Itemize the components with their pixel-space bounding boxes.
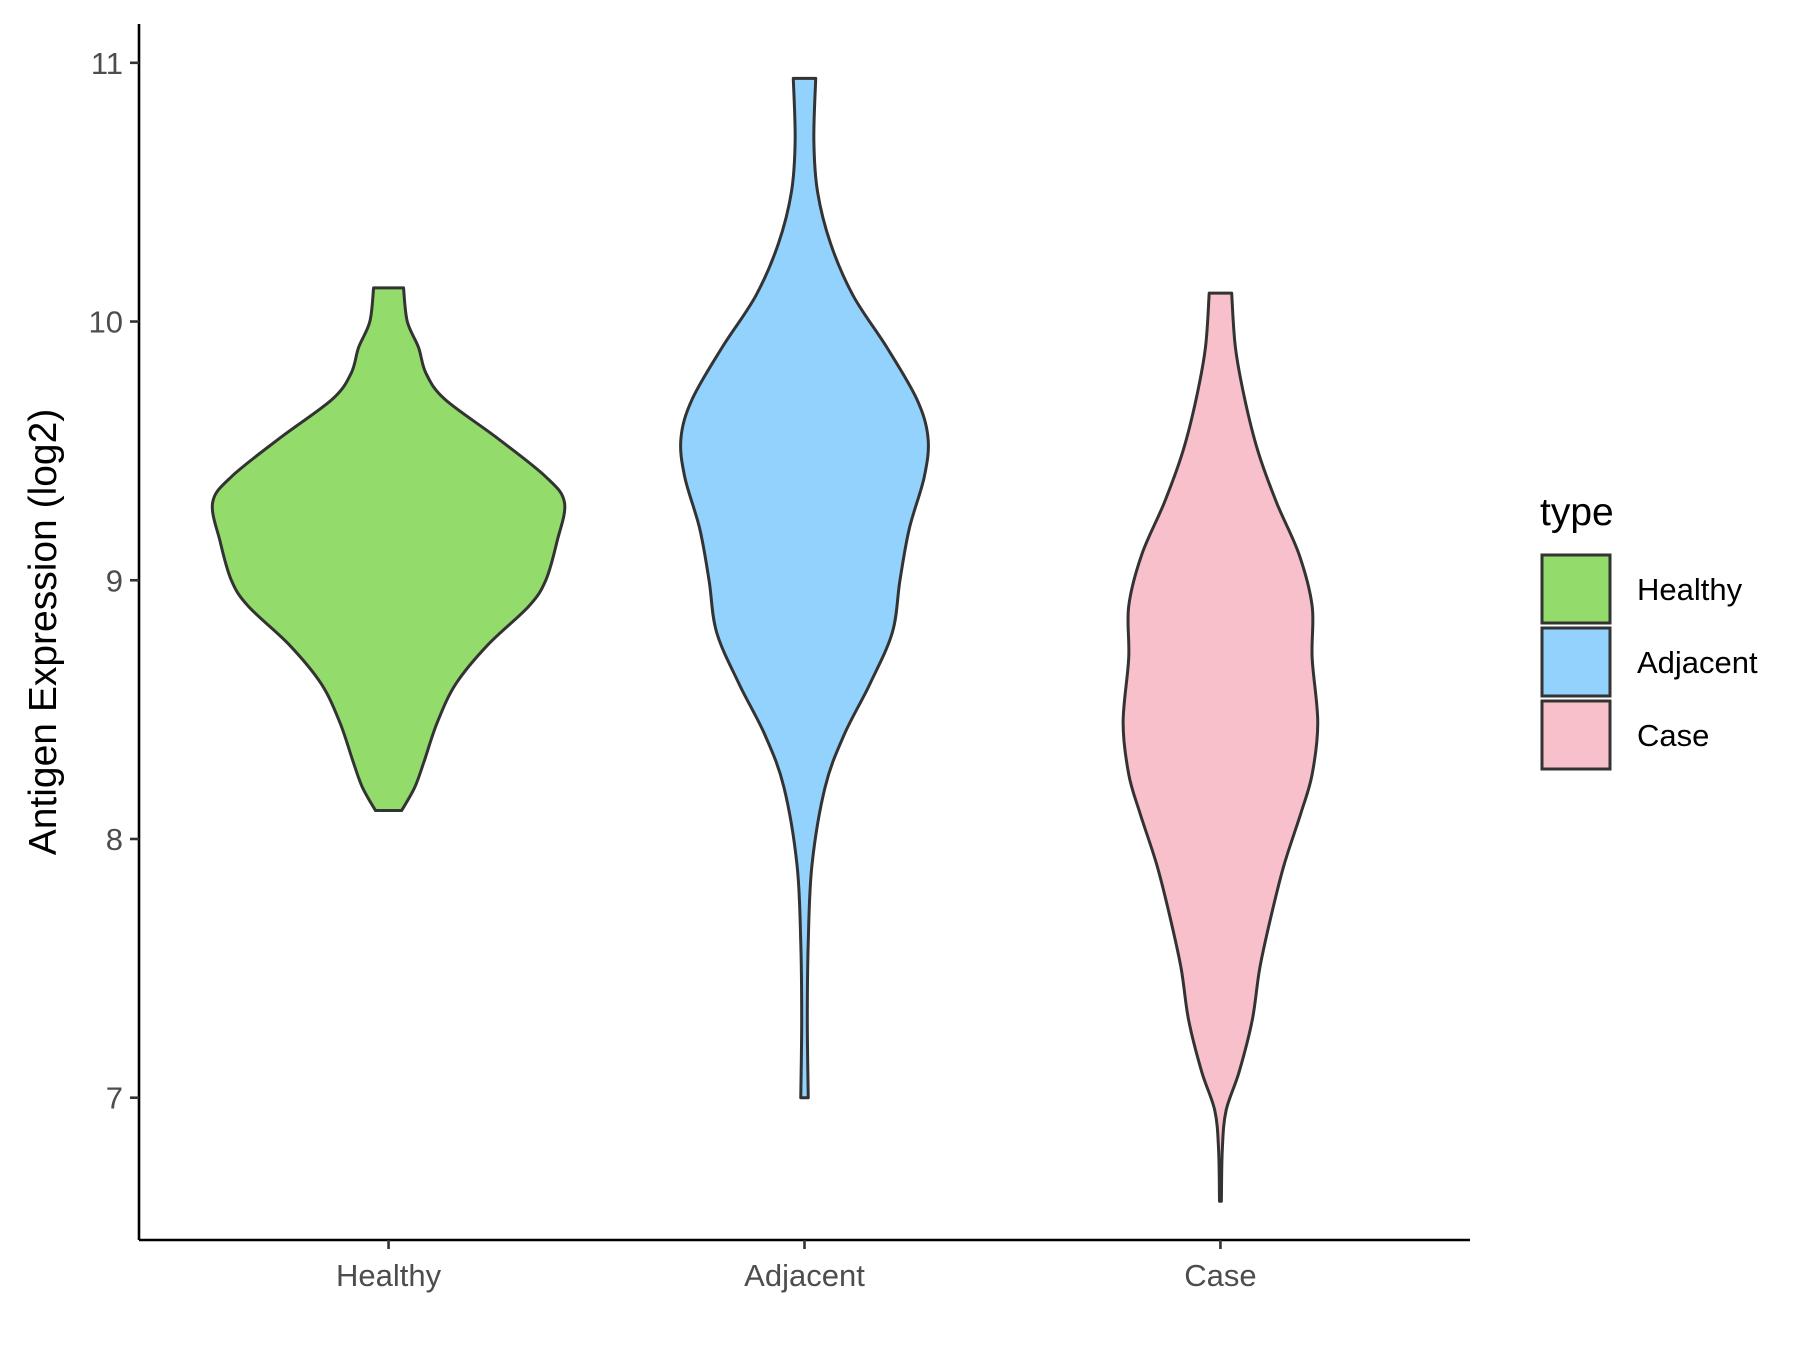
x-tick-label: Healthy (336, 1258, 442, 1293)
violin-adjacent (679, 76, 930, 1100)
legend-title: type (1540, 491, 1614, 534)
y-tick-label: 8 (106, 822, 123, 857)
y-tick-label: 11 (91, 46, 123, 81)
y-tick-label: 10 (89, 305, 123, 340)
x-tick-label: Case (1184, 1258, 1256, 1293)
legend-swatch-case (1540, 699, 1612, 771)
violin-group (210, 76, 1320, 1203)
legend-swatch-healthy (1540, 553, 1612, 625)
legend-entries: Healthy Adjacent Case (1540, 553, 1758, 771)
y-tick-label: 7 (106, 1081, 123, 1116)
y-axis-title: Antigen Expression (log2) (22, 409, 65, 856)
legend: type Healthy Adjacent Case (1540, 491, 1758, 771)
legend-label-case: Case (1637, 718, 1709, 753)
legend-label-healthy: Healthy (1637, 572, 1743, 607)
legend-swatch-adjacent (1540, 626, 1612, 698)
x-tick-label: Adjacent (744, 1258, 865, 1293)
legend-label-adjacent: Adjacent (1637, 645, 1758, 680)
y-tick-label: 9 (106, 563, 123, 598)
violin-case (1121, 291, 1320, 1203)
y-axis-ticks: 7 8 9 10 11 (89, 46, 139, 1116)
violin-healthy (210, 286, 567, 813)
x-axis-ticks: Healthy Adjacent Case (336, 1240, 1257, 1293)
